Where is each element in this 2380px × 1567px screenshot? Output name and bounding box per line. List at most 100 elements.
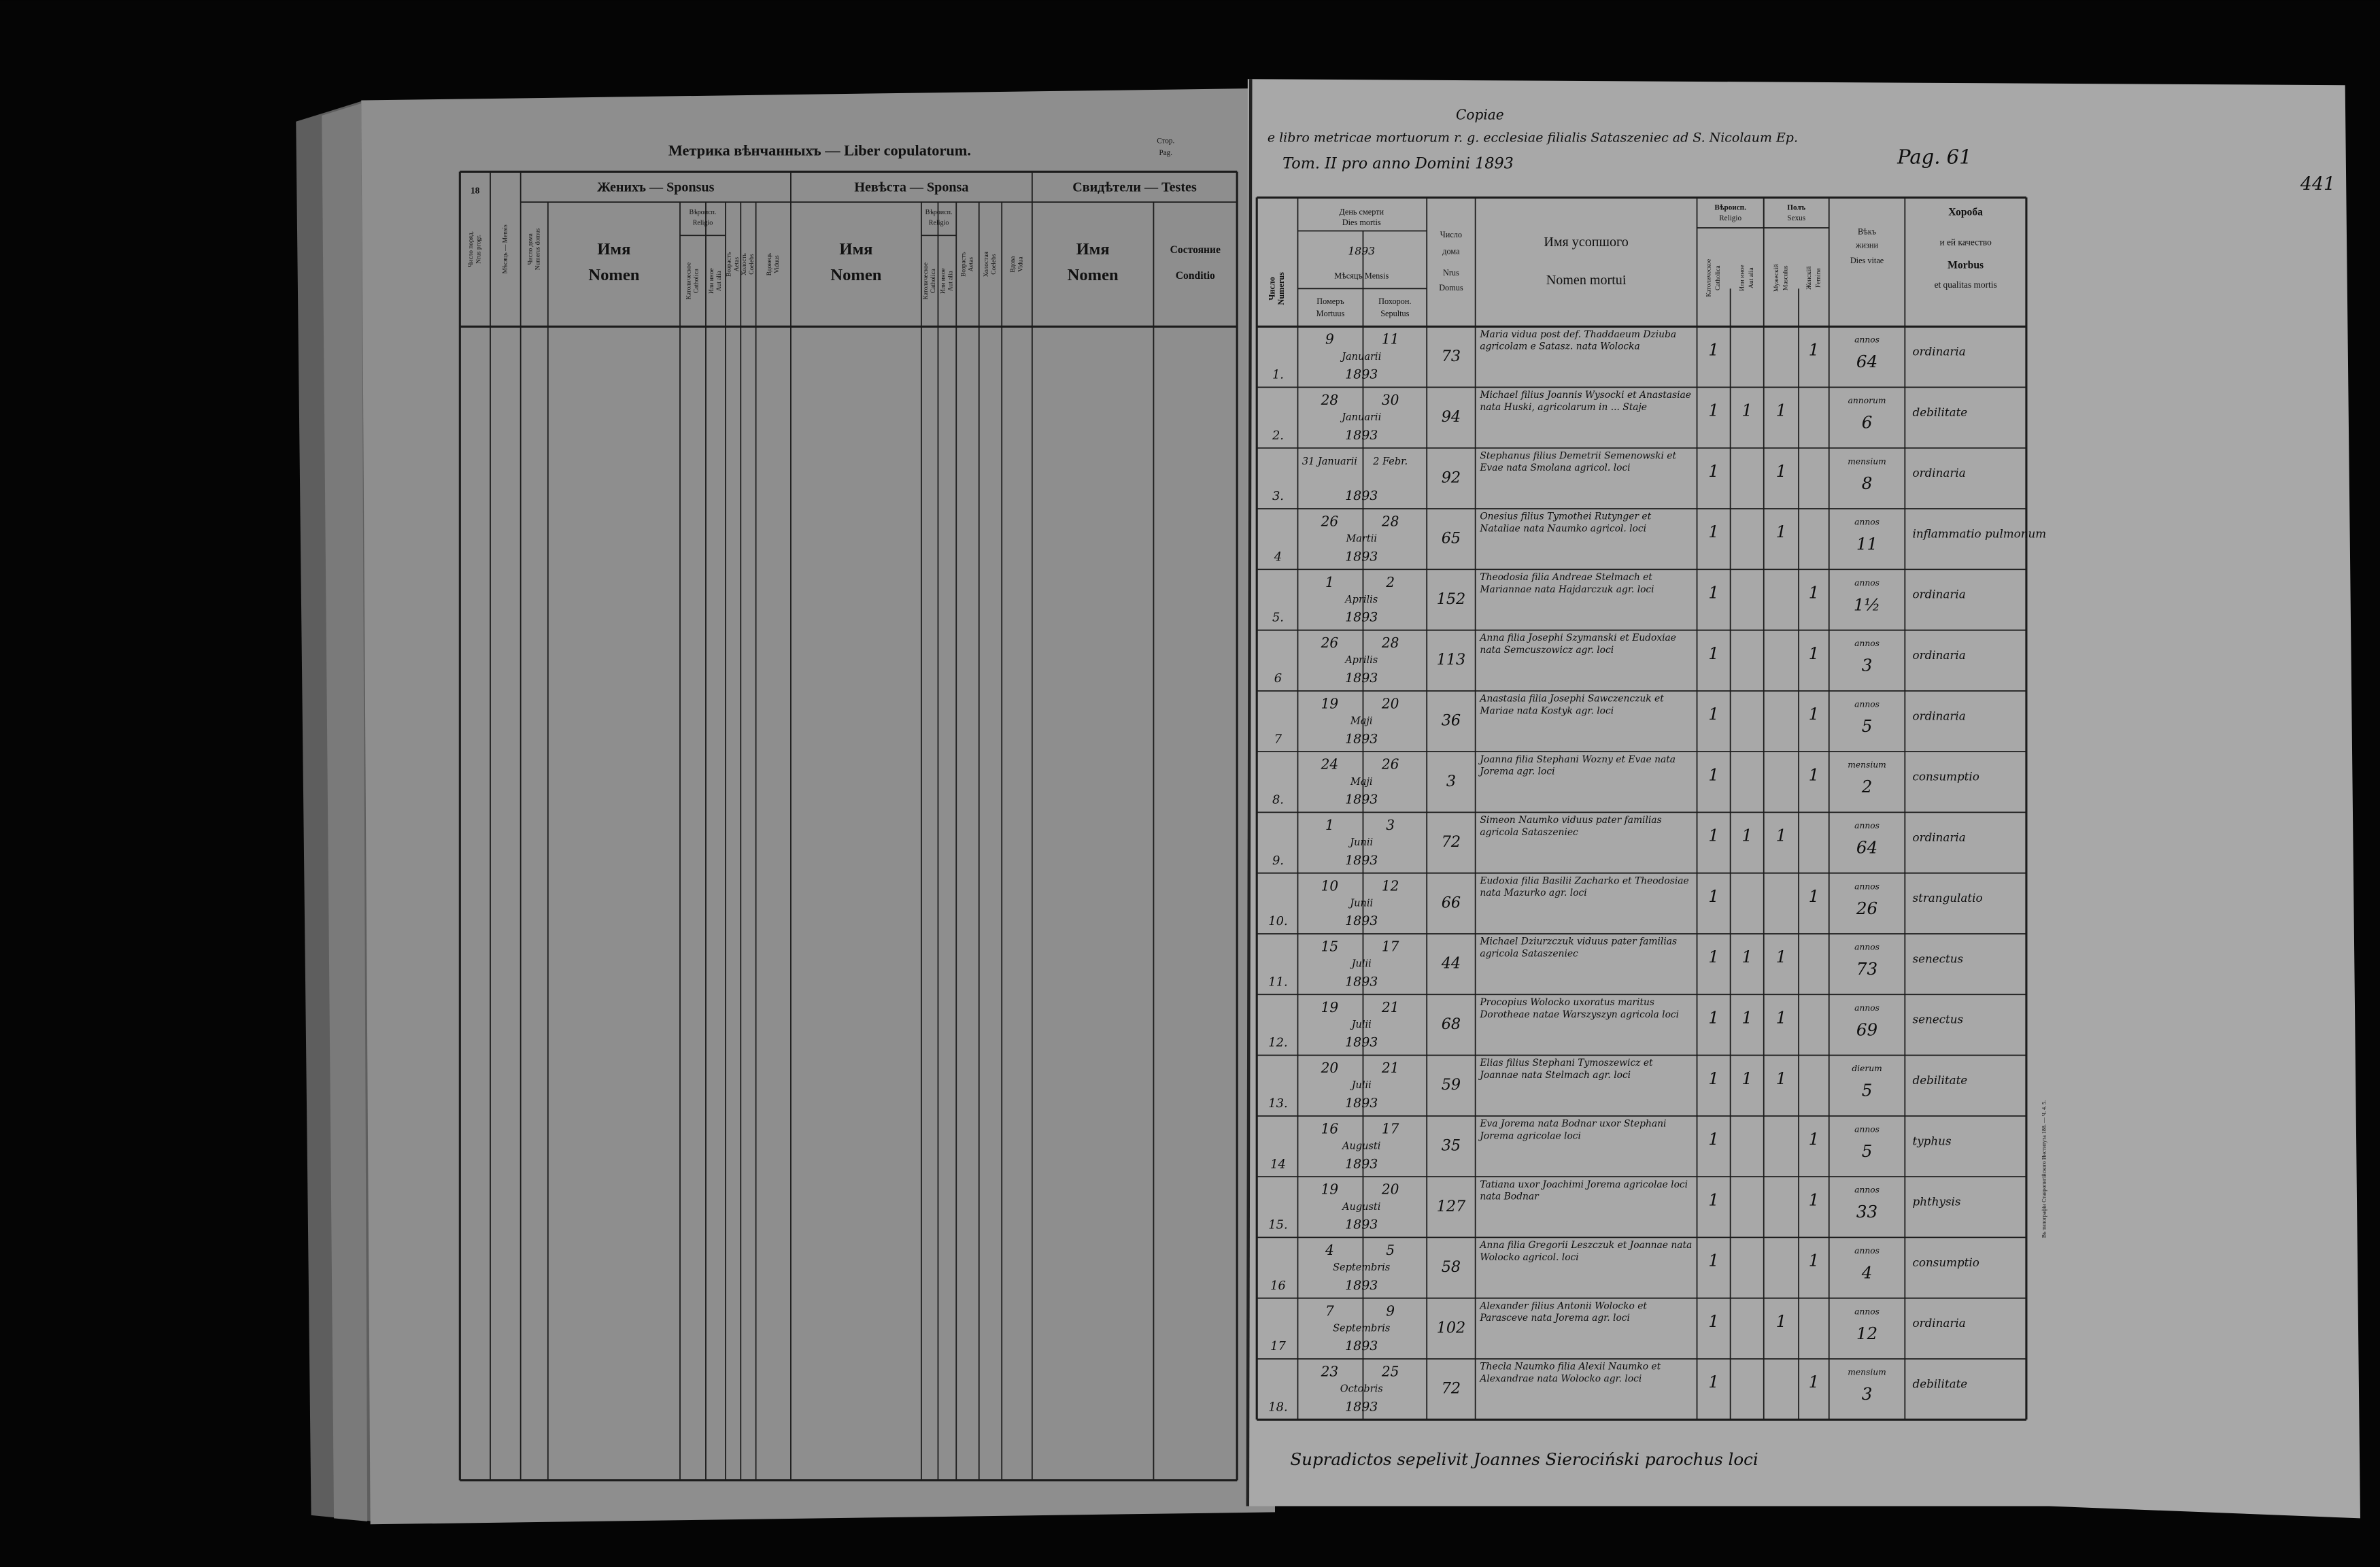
cause-of-death: typhus bbox=[1913, 1134, 1952, 1147]
burial-day: 30 bbox=[1382, 392, 1399, 408]
subgroup-header: Religio bbox=[929, 220, 949, 227]
deceased-name: Stephanus filius Demetrii Semenowski et … bbox=[1480, 451, 1677, 475]
column-header: дома bbox=[1442, 247, 1460, 256]
age-unit: annos bbox=[1854, 639, 1880, 648]
tally-mark: 1 bbox=[1776, 947, 1787, 966]
name-cell: Theodosia filia Andreae Stelmach et Mari… bbox=[1480, 573, 1654, 596]
age: 12 bbox=[1856, 1324, 1877, 1343]
burial-day: 11 bbox=[1382, 331, 1399, 348]
column-header: Католическое bbox=[1705, 259, 1713, 297]
column-header: Имя bbox=[839, 240, 872, 258]
burial-day: 2 bbox=[1385, 574, 1395, 590]
column-header: Число bbox=[1440, 230, 1462, 239]
column-header: Померъ bbox=[1316, 297, 1344, 306]
column-header: Catholica bbox=[930, 268, 937, 293]
entry-number: 16 bbox=[1270, 1279, 1286, 1293]
age: 5 bbox=[1862, 1081, 1873, 1100]
name-cell: Elias filius Stephani Tymoszewicz et Joa… bbox=[1480, 1058, 1652, 1081]
burial-day: 26 bbox=[1381, 756, 1399, 773]
subgroup-header: Вѣроисп. bbox=[925, 209, 953, 216]
column-header: Catholica bbox=[694, 268, 700, 293]
death-day: 1 bbox=[1325, 817, 1334, 833]
burial-day: 21 bbox=[1381, 1060, 1399, 1076]
burial-day: 9 bbox=[1386, 1302, 1395, 1319]
column-header: et qualitas mortis bbox=[1935, 280, 1997, 290]
house-number: 94 bbox=[1442, 408, 1461, 426]
subgroup-header: Вѣроисп. bbox=[690, 209, 717, 216]
age-unit: annos bbox=[1854, 335, 1880, 345]
tally-mark: 1 bbox=[1776, 826, 1787, 845]
cause-of-death: ordinaria bbox=[1913, 588, 1966, 601]
month: Julii bbox=[1350, 1080, 1372, 1091]
death-day: 31 Januarii bbox=[1302, 456, 1357, 467]
age-unit: annos bbox=[1854, 1185, 1880, 1195]
entry-number: 14 bbox=[1270, 1157, 1286, 1171]
cause-of-death: phthysis bbox=[1913, 1195, 1961, 1209]
column-header: Имя bbox=[1076, 240, 1110, 258]
house-number: 102 bbox=[1437, 1319, 1466, 1336]
year: 1893 bbox=[1345, 1217, 1378, 1232]
entry-number: 15. bbox=[1268, 1218, 1287, 1232]
month: Augusti bbox=[1341, 1141, 1380, 1151]
cause-of-death: debilitate bbox=[1913, 405, 1968, 419]
age-unit: annos bbox=[1854, 518, 1880, 527]
column-header: Domus bbox=[1439, 283, 1463, 292]
year: 1893 bbox=[1345, 731, 1378, 746]
entry-number: 8. bbox=[1272, 793, 1284, 807]
death-day: 28 bbox=[1321, 392, 1339, 408]
column-header: Vidua bbox=[1017, 256, 1024, 272]
tally-mark: 1 bbox=[1809, 339, 1820, 359]
copy-heading: e libro metricae mortuorum r. g. ecclesi… bbox=[1268, 130, 1798, 145]
page-number: 18 bbox=[471, 186, 480, 196]
month: Julii bbox=[1350, 959, 1372, 970]
column-header: Morbus bbox=[1948, 259, 1984, 271]
deceased-name: Maria vidua post def. Thaddaeum Dziuba a… bbox=[1480, 329, 1677, 353]
column-header: Numerus domus bbox=[534, 228, 541, 270]
column-header: Или иное bbox=[940, 268, 947, 294]
cause-of-death: inflammatio pulmonum bbox=[1913, 526, 2047, 540]
tally-mark: 1 bbox=[1776, 1068, 1787, 1088]
year: 1893 bbox=[1345, 974, 1378, 989]
column-header: и ей качество bbox=[1939, 237, 1992, 247]
house-number: 66 bbox=[1442, 894, 1461, 911]
house-number: 72 bbox=[1442, 833, 1461, 851]
left-page bbox=[361, 88, 1275, 1525]
burial-day: 25 bbox=[1381, 1364, 1399, 1380]
burial-day: 28 bbox=[1381, 513, 1399, 530]
death-day: 26 bbox=[1321, 513, 1339, 530]
name-cell: Eva Jorema nata Bodnar uxor Stephani Jor… bbox=[1480, 1119, 1666, 1142]
age-unit: annos bbox=[1854, 943, 1880, 952]
year: 1893 bbox=[1345, 1156, 1378, 1171]
entry-number: 6 bbox=[1274, 671, 1282, 686]
age: 1½ bbox=[1854, 594, 1880, 614]
name-cell: Anastasia filia Josephi Sawczenczuk et M… bbox=[1480, 694, 1663, 717]
death-day: 20 bbox=[1321, 1060, 1339, 1076]
tally-mark: 1 bbox=[1776, 461, 1787, 481]
year: 1893 bbox=[1345, 488, 1378, 503]
column-header: Холость bbox=[741, 253, 748, 275]
burial-day: 3 bbox=[1386, 817, 1395, 833]
month: Octobris bbox=[1340, 1384, 1383, 1395]
column-header: Вдова bbox=[1010, 256, 1017, 273]
column-header: Femina bbox=[1814, 268, 1822, 288]
tally-mark: 1 bbox=[1708, 764, 1719, 784]
deceased-name: Anna filia Gregorii Leszczuk et Joannae … bbox=[1480, 1240, 1693, 1264]
death-day: 9 bbox=[1325, 331, 1334, 348]
tally-mark: 1 bbox=[1708, 461, 1719, 481]
age: 8 bbox=[1862, 473, 1873, 493]
name-cell: Tatiana uxor Joachimi Jorema agricolae l… bbox=[1480, 1179, 1688, 1203]
cause-of-death: ordinaria bbox=[1913, 648, 1966, 662]
group-header: День смерти bbox=[1339, 207, 1384, 217]
cause-of-death: ordinaria bbox=[1913, 345, 1966, 358]
year: 1893 bbox=[1345, 853, 1378, 868]
tally-mark: 1 bbox=[1708, 643, 1719, 663]
burial-day: 17 bbox=[1382, 939, 1399, 955]
deceased-name: Tatiana uxor Joachimi Jorema agricolae l… bbox=[1480, 1179, 1688, 1203]
entry-number: 4 bbox=[1274, 550, 1282, 564]
age: 26 bbox=[1856, 898, 1877, 918]
year: 1893 bbox=[1345, 671, 1378, 686]
column-header: Имя усопшого bbox=[1544, 235, 1628, 250]
year: 1893 bbox=[1345, 1278, 1378, 1293]
cause-of-death: strangulatio bbox=[1913, 891, 1983, 905]
deceased-name: Michael Dziurzczuk viduus pater familias… bbox=[1480, 937, 1678, 960]
